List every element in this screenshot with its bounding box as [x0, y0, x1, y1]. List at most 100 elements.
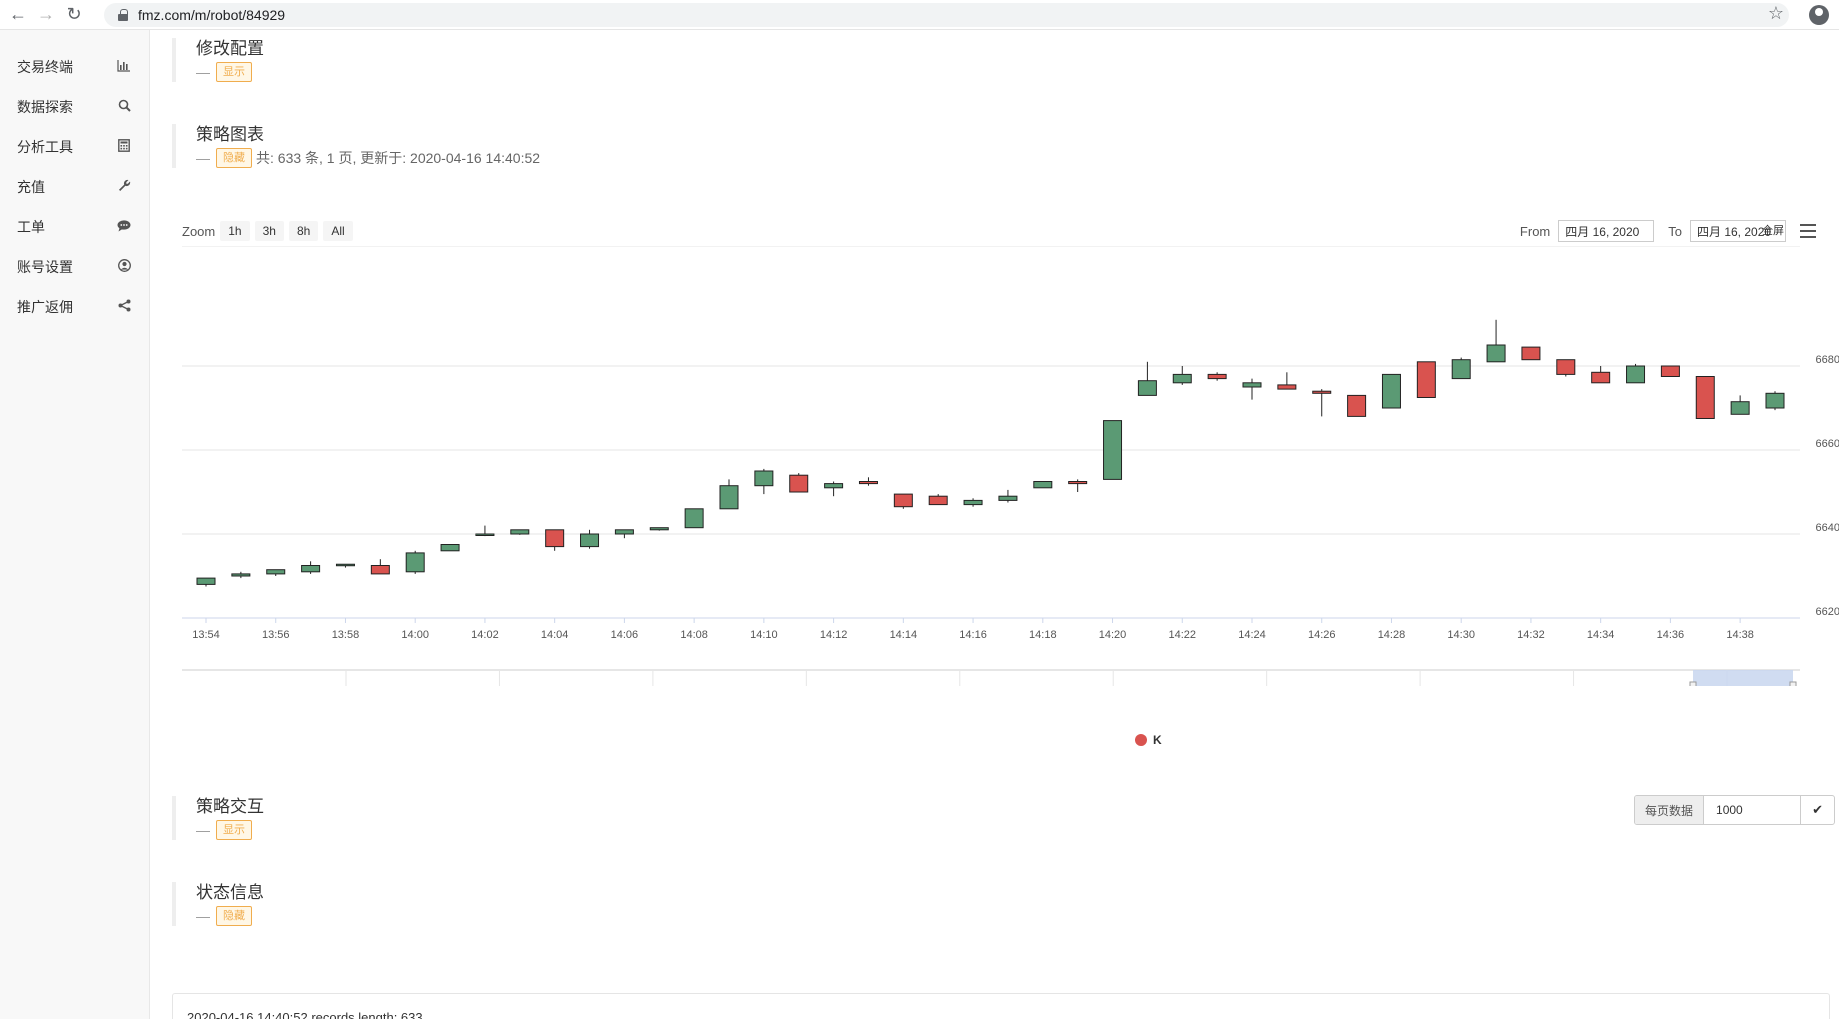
candle-body — [824, 483, 844, 489]
candle-body — [335, 563, 355, 567]
candle-body — [231, 573, 251, 577]
x-tick-label: 14:00 — [401, 629, 429, 641]
reload-icon[interactable]: ↻ — [66, 4, 82, 24]
candle-body — [649, 527, 669, 531]
candle-body — [1660, 365, 1680, 377]
candle-body — [1591, 371, 1611, 384]
sidebar-item-label: 充值 — [17, 179, 45, 195]
candle-body — [370, 565, 390, 575]
status-toggle-button[interactable]: 隐藏 — [216, 906, 252, 926]
x-tick-label: 14:16 — [959, 629, 987, 641]
panel-title: 修改配置 — [196, 39, 264, 58]
candle-body — [1381, 373, 1401, 409]
candle-body — [684, 508, 704, 529]
page-size-input[interactable]: 1000 — [1716, 803, 1743, 817]
candle-body — [1730, 401, 1750, 415]
config-toggle-button[interactable]: 显示 — [216, 62, 252, 82]
sidebar-item-label: 工单 — [17, 219, 45, 235]
sidebar-item-tickets[interactable]: 工单 — [0, 207, 149, 247]
navigator-right-handle — [1789, 681, 1797, 686]
candle-body — [1312, 390, 1332, 394]
collapse-dash: — — [196, 150, 210, 166]
main-content: 修改配置 — 显示 策略图表 — 隐藏 共: 633 条, 1 页, 更新于: … — [150, 30, 1839, 1019]
x-tick-label: 14:26 — [1308, 629, 1336, 641]
wrench-icon — [117, 179, 131, 195]
account-icon[interactable] — [1809, 5, 1829, 25]
legend-dot — [1135, 734, 1147, 746]
x-tick-label: 14:36 — [1657, 629, 1685, 641]
candle-body — [580, 533, 600, 548]
x-tick-label: 14:02 — [471, 629, 499, 641]
to-date-input[interactable]: 四月 16, 2020 — [1690, 220, 1786, 242]
sidebar-item-referral[interactable]: 推广返佣 — [0, 287, 149, 327]
collapse-dash: — — [196, 822, 210, 838]
chart-toggle-button[interactable]: 隐藏 — [216, 148, 252, 168]
x-tick-label: 14:22 — [1169, 629, 1197, 641]
zoom-8h-button[interactable]: 8h — [288, 221, 319, 241]
candle-body — [719, 485, 739, 510]
candle-body — [789, 474, 809, 493]
x-tick-label: 14:34 — [1587, 629, 1615, 641]
sidebar-item-label: 推广返佣 — [17, 299, 73, 315]
candle-body — [545, 529, 565, 548]
navigator-left-handle — [1689, 681, 1697, 686]
comment-icon — [117, 219, 131, 235]
sidebar-item-recharge[interactable]: 充值 — [0, 167, 149, 207]
x-tick-label: 14:04 — [541, 629, 569, 641]
sidebar-item-label: 数据探索 — [17, 99, 73, 115]
user-circle-icon — [117, 259, 131, 275]
page-size-control: 每页数据 1000 ✔ — [1634, 795, 1836, 825]
from-date-input[interactable]: 四月 16, 2020 — [1558, 220, 1655, 242]
search-icon — [117, 99, 131, 115]
candle-body — [928, 495, 948, 506]
candle-body — [1347, 394, 1367, 417]
confirm-check-icon[interactable]: ✔ — [1800, 796, 1834, 824]
interaction-panel: 策略交互 — 显示 — [172, 796, 264, 840]
y-tick-label: 6680 — [1816, 354, 1839, 366]
candle-body — [1765, 392, 1785, 409]
x-tick-label: 14:28 — [1378, 629, 1406, 641]
sidebar-item-account-settings[interactable]: 账号设置 — [0, 247, 149, 287]
sidebar: 交易终端 数据探索 分析工具 充值 工单 账号设置 推广返佣 — [0, 30, 150, 1019]
x-tick-label: 13:58 — [332, 629, 360, 641]
candlestick-chart[interactable]: 6620 6640 6660 6680 13:54 13:56 13:58 14:00 14:0… — [150, 246, 1839, 686]
candle-body — [1556, 359, 1576, 375]
chart-legend[interactable]: K — [1135, 733, 1162, 747]
candle-body — [1068, 481, 1088, 485]
candle-body — [1242, 382, 1262, 388]
candle-body — [1451, 359, 1471, 380]
candle-body — [440, 544, 460, 552]
bar-chart-icon — [117, 59, 131, 75]
candle-body — [1207, 373, 1227, 380]
candle-body — [1695, 376, 1715, 419]
candle-body — [614, 529, 634, 535]
fullscreen-button[interactable]: 全屏 — [1762, 225, 1784, 237]
x-tick-label: 14:30 — [1447, 629, 1475, 641]
address-bar[interactable]: fmz.com/m/robot/84929 — [104, 3, 1789, 27]
sidebar-item-trading-terminal[interactable]: 交易终端 — [0, 47, 149, 87]
zoom-label: Zoom — [182, 223, 216, 239]
panel-title: 状态信息 — [196, 883, 264, 902]
candle-body — [510, 529, 530, 535]
zoom-1h-button[interactable]: 1h — [220, 221, 250, 241]
interaction-toggle-button[interactable]: 显示 — [216, 820, 252, 840]
legend-label: K — [1153, 733, 1162, 747]
zoom-all-button[interactable]: All — [323, 221, 353, 241]
sidebar-item-analysis-tools[interactable]: 分析工具 — [0, 127, 149, 167]
bookmark-star-icon[interactable]: ☆ — [1767, 3, 1784, 23]
y-tick-label: 6620 — [1816, 606, 1839, 618]
forward-arrow-icon[interactable]: → — [37, 4, 55, 24]
url-text: fmz.com/m/robot/84929 — [138, 7, 286, 23]
back-arrow-icon[interactable]: ← — [9, 4, 27, 24]
hamburger-menu-icon[interactable] — [1800, 224, 1816, 238]
candle-body — [301, 565, 321, 573]
candle-body — [1486, 344, 1506, 363]
sidebar-item-data-explore[interactable]: 数据探索 — [0, 87, 149, 127]
panel-title: 策略交互 — [196, 797, 264, 816]
x-tick-label: 14:14 — [890, 629, 918, 641]
candle-body — [405, 552, 425, 573]
zoom-3h-button[interactable]: 3h — [254, 221, 284, 241]
x-tick-label: 13:56 — [262, 629, 290, 641]
x-tick-label: 14:10 — [750, 629, 778, 641]
candle-body — [475, 533, 495, 536]
